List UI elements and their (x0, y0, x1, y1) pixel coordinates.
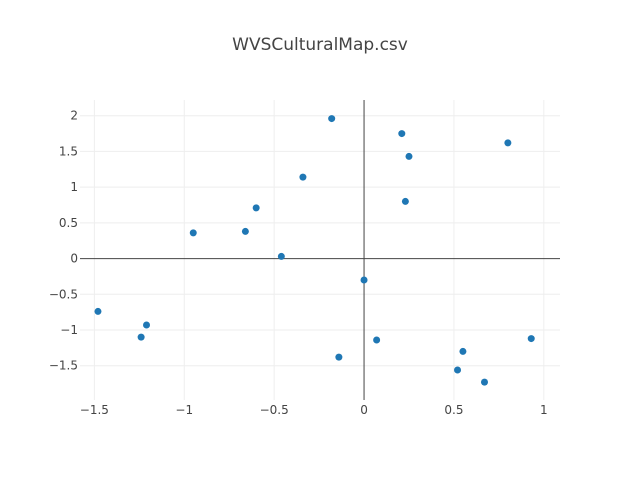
x-tick-label: −1.5 (80, 403, 109, 417)
y-tick-label: 0 (70, 252, 78, 266)
x-tick-label: 0 (360, 403, 368, 417)
zero-lines (80, 100, 560, 400)
data-points (94, 115, 535, 386)
scatter-point[interactable] (373, 336, 381, 344)
scatter-point[interactable] (277, 252, 285, 260)
scatter-point[interactable] (459, 347, 467, 355)
scatter-point[interactable] (299, 173, 307, 181)
scatter-point[interactable] (480, 378, 488, 386)
x-tick-label: 0.5 (444, 403, 463, 417)
y-tick-label: −1 (60, 323, 78, 337)
scatter-point[interactable] (527, 335, 535, 343)
scatter-point[interactable] (504, 139, 512, 147)
scatter-point[interactable] (328, 115, 336, 123)
y-tick-label: 2 (70, 109, 78, 123)
y-tick-label: 0.5 (59, 216, 78, 230)
x-tick-label: −0.5 (260, 403, 289, 417)
scatter-point[interactable] (94, 307, 102, 315)
x-tick-label: 1 (540, 403, 548, 417)
scatter-point[interactable] (335, 353, 343, 361)
scatter-point[interactable] (189, 229, 197, 237)
scatter-point[interactable] (241, 227, 249, 235)
chart-title: WVSCulturalMap.csv (232, 35, 408, 55)
y-axis-ticks: −1.5 −1 −0.5 0 0.5 1 1.5 2 (49, 109, 78, 373)
grid-lines (80, 100, 560, 400)
scatter-point[interactable] (360, 276, 368, 284)
y-tick-label: −0.5 (49, 287, 78, 301)
scatter-point[interactable] (252, 204, 260, 212)
scatter-point[interactable] (454, 366, 462, 374)
x-axis-ticks: −1.5 −1 −0.5 0 0.5 1 (80, 403, 548, 417)
scatter-point[interactable] (401, 197, 409, 205)
scatter-point[interactable] (398, 130, 406, 138)
scatter-point[interactable] (143, 321, 151, 329)
scatter-point[interactable] (137, 333, 145, 341)
scatter-point[interactable] (405, 152, 413, 160)
y-tick-label: 1 (70, 180, 78, 194)
x-tick-label: −1 (175, 403, 193, 417)
y-tick-label: −1.5 (49, 359, 78, 373)
y-tick-label: 1.5 (59, 144, 78, 158)
